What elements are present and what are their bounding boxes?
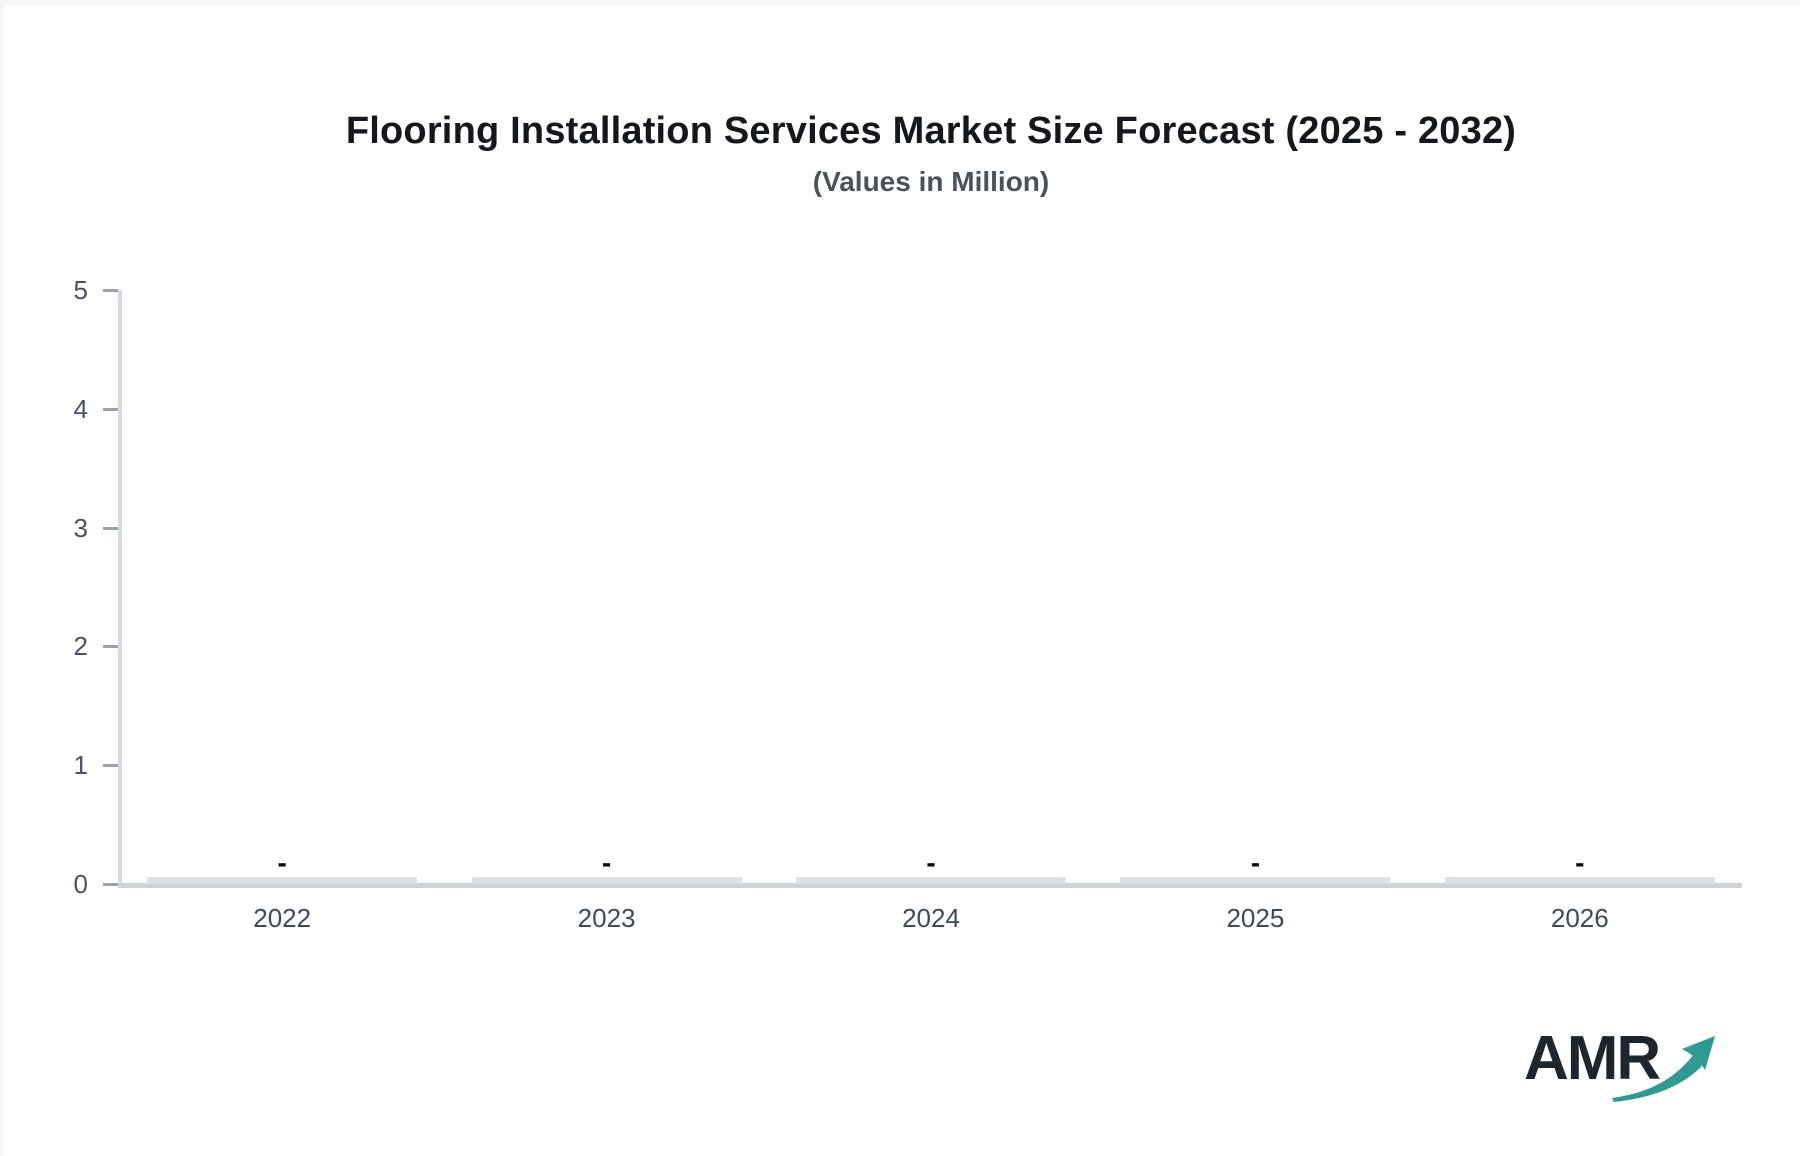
y-axis-tick [103, 289, 118, 292]
y-axis-tick-label: 5 [73, 275, 88, 305]
y-axis-tick-label: 4 [73, 393, 88, 424]
chart-title: Flooring Installation Services Market Si… [345, 110, 1517, 152]
bar-value-label: - [1575, 847, 1585, 878]
y-axis-tick [103, 407, 118, 411]
page-left-border [0, 0, 3, 1156]
chart-subtitle: (Values in Million) [812, 166, 1050, 197]
x-axis-label-2023: 2023 [577, 903, 636, 933]
bar-value-label: - [1250, 847, 1261, 878]
y-axis-tick [103, 883, 118, 886]
bar-value-label: - [926, 847, 936, 878]
trending-up-arrow-icon [1612, 1036, 1715, 1102]
page-top-border [0, 0, 1800, 5]
bar-2023 [471, 877, 742, 884]
y-axis-tick-label: 3 [73, 512, 88, 543]
bar-value-label: - [277, 847, 287, 878]
bar-value-label: - [601, 847, 612, 878]
bar-2026 [1444, 877, 1715, 884]
x-axis-label-2025: 2025 [1226, 903, 1285, 933]
y-axis-tick [103, 645, 118, 649]
logo-text: AMR [1524, 1024, 1661, 1093]
x-axis-line [118, 883, 1742, 888]
y-axis-tick-label: 0 [73, 869, 88, 899]
y-axis-tick [103, 526, 118, 530]
y-axis-tick [103, 764, 118, 768]
amr-logo: AMR [1524, 1028, 1724, 1112]
x-axis-label-2022: 2022 [253, 903, 312, 933]
bar-2025 [1120, 877, 1391, 884]
bar-2022 [147, 877, 418, 884]
y-axis-tick-label: 2 [73, 631, 88, 662]
bar-2024 [796, 877, 1066, 884]
x-axis-label-2026: 2026 [1550, 903, 1609, 933]
y-axis-tick-label: 1 [73, 750, 88, 781]
y-axis-line [118, 290, 122, 888]
x-axis-label-2024: 2024 [902, 903, 960, 933]
